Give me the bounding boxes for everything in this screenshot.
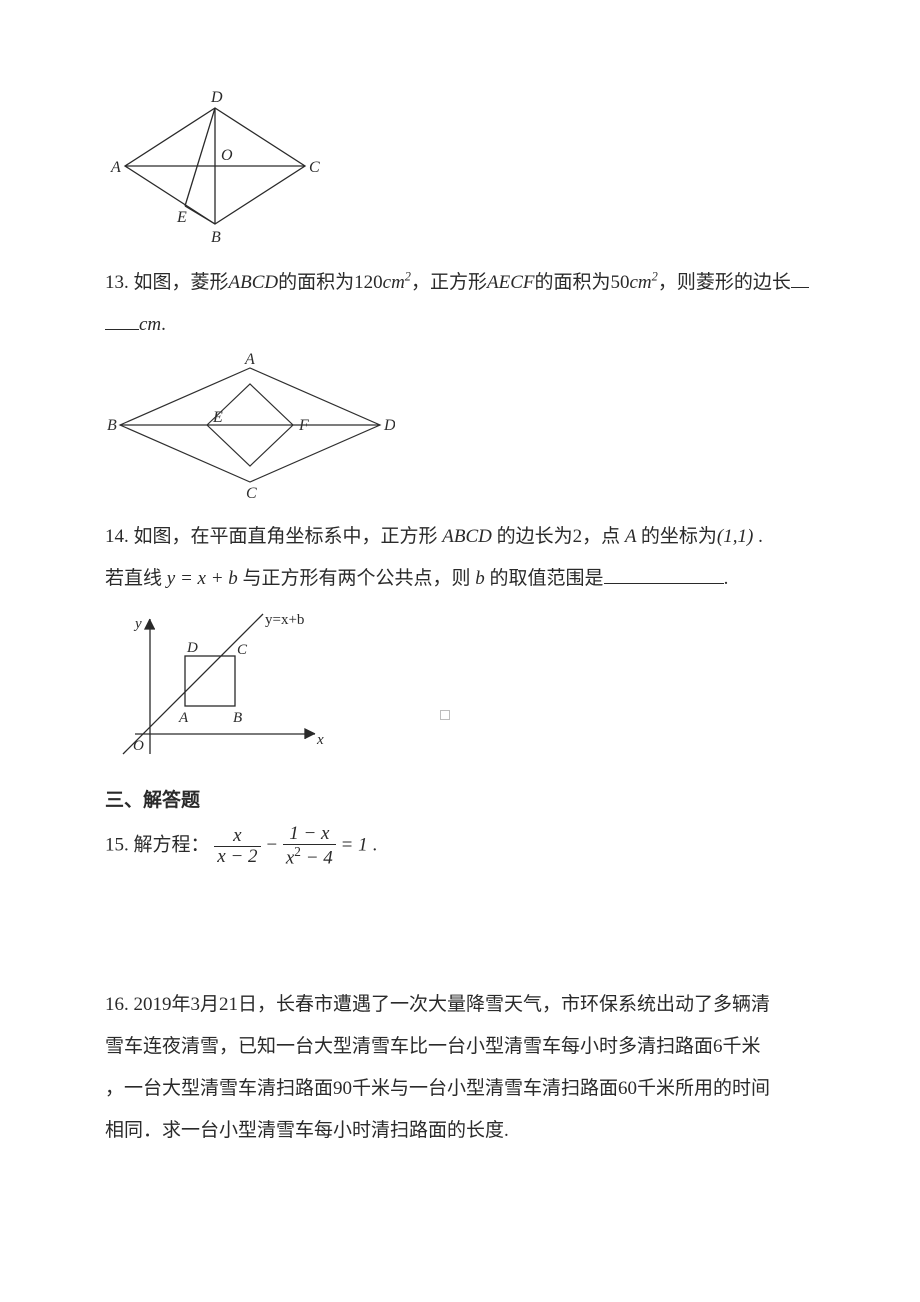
f2-D: D xyxy=(383,417,395,434)
q14-l2c: 的取值范围是 xyxy=(490,568,604,589)
fig1-svg: A B C D E O xyxy=(105,86,325,246)
q14-abcd: ABCD xyxy=(438,526,497,547)
f2-B: B xyxy=(107,417,117,434)
q13-blank1 xyxy=(791,266,809,288)
f3-line-label: y=x+b xyxy=(265,612,304,628)
fig3-svg: O x y A B C D y=x+b xyxy=(105,604,335,764)
q13-t1: 的面积为120 xyxy=(278,272,383,293)
lbl-D: D xyxy=(210,89,223,106)
q14-coord: (1,1) xyxy=(717,526,753,547)
q13-cm-tail: cm xyxy=(139,314,161,335)
q13-cm2: cm2 xyxy=(630,272,658,293)
q16-l2: 雪车连夜清雪，已知一台大型清雪车比一台小型清雪车每小时多清扫路面6千米 xyxy=(105,1028,820,1066)
q14-l2b: 与正方形有两个公共点，则 xyxy=(243,568,471,589)
q15-frac2: 1 − x x2 − 4 xyxy=(283,824,336,868)
q14-blank xyxy=(604,562,724,584)
q13-blank2 xyxy=(105,308,139,330)
q16-l4: 相同．求一台小型清雪车每小时清扫路面的长度. xyxy=(105,1112,820,1150)
q13-t2: ，正方形 xyxy=(411,272,487,293)
figure-coord: O x y A B C D y=x+b xyxy=(105,604,820,778)
q13-line2: cm. xyxy=(105,306,820,344)
q14-l1d: . xyxy=(753,526,763,547)
q14-eq: y = x + b xyxy=(162,568,243,589)
figure-rhombus-1: A B C D E O xyxy=(105,86,820,260)
q15-minus: − xyxy=(265,834,283,855)
q14-line2: 若直线 y = x + b 与正方形有两个公共点，则 b 的取值范围是. xyxy=(105,560,820,598)
q14-l2d: . xyxy=(724,568,729,589)
f3-B: B xyxy=(233,710,242,726)
f3-O: O xyxy=(133,738,144,754)
q15-tail: . xyxy=(368,834,378,855)
q15-frac1: x x − 2 xyxy=(214,826,260,867)
q13-period: . xyxy=(161,314,166,335)
lbl-O: O xyxy=(221,147,233,164)
q14-b: b xyxy=(471,568,490,589)
f2-E: E xyxy=(212,409,223,426)
q13-cm1: cm2 xyxy=(383,272,411,293)
fig2-svg: A B C D E F xyxy=(105,350,395,500)
q14-l2a: 若直线 xyxy=(105,568,162,589)
f3-C: C xyxy=(237,642,248,658)
q14-l1b: 的边长为2，点 xyxy=(497,526,621,547)
q14-l1c: 的坐标为 xyxy=(641,526,717,547)
q14-l1a: 14. 如图，在平面直角坐标系中，正方形 xyxy=(105,526,438,547)
lbl-E: E xyxy=(176,209,187,226)
q15-pre: 15. 解方程： xyxy=(105,834,210,855)
q15-workspace xyxy=(105,872,820,982)
lbl-A: A xyxy=(110,159,121,176)
q15-line: 15. 解方程： x x − 2 − 1 − x x2 − 4 = 1 . xyxy=(105,824,820,868)
section-3-title: 三、解答题 xyxy=(105,782,820,820)
q14-A: A xyxy=(620,526,641,547)
q13-prefix: 13. 如图，菱形 xyxy=(105,272,229,293)
lbl-B: B xyxy=(211,229,221,246)
q14-line1: 14. 如图，在平面直角坐标系中，正方形 ABCD 的边长为2，点 A 的坐标为… xyxy=(105,518,820,556)
lbl-C: C xyxy=(309,159,320,176)
f2-C: C xyxy=(246,485,257,500)
f3-x: x xyxy=(316,732,324,748)
q13-abcd: ABCD xyxy=(229,272,279,293)
q16-l3: ，一台大型清雪车清扫路面90千米与一台小型清雪车清扫路面60千米所用的时间 xyxy=(105,1070,820,1108)
q13-aecf: AECF xyxy=(487,272,535,293)
q16-l1: 16. 2019年3月21日，长春市遭遇了一次大量降雪天气，市环保系统出动了多辆… xyxy=(105,986,820,1024)
f2-F: F xyxy=(298,417,309,434)
figure-rhombus-2: A B C D E F xyxy=(105,350,820,514)
q15-eq: = 1 xyxy=(341,834,368,855)
f3-A: A xyxy=(178,710,189,726)
f3-y: y xyxy=(133,616,142,632)
f2-A: A xyxy=(244,351,255,368)
q13-t3: 的面积为50 xyxy=(534,272,629,293)
q13-line1: 13. 如图，菱形ABCD的面积为120cm2，正方形AECF的面积为50cm2… xyxy=(105,264,820,302)
q13-t4: ，则菱形的边长 xyxy=(658,272,791,293)
f3-D: D xyxy=(186,640,198,656)
page-marker-dot xyxy=(440,710,450,720)
